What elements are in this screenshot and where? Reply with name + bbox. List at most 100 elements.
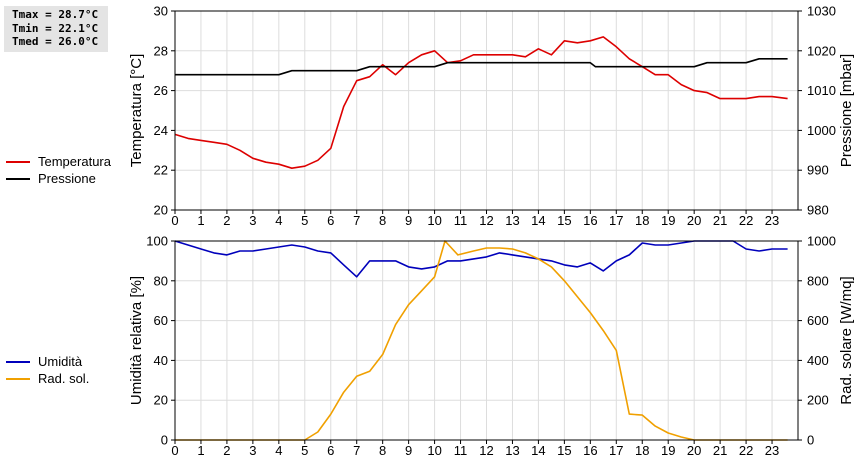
x-tick-label: 14: [531, 213, 545, 228]
y-tick-label: 100: [146, 234, 168, 249]
y-tick-label: 0: [161, 433, 168, 448]
x-tick-label: 17: [609, 213, 623, 228]
y-tick-label: 60: [154, 313, 168, 328]
x-tick-label: 9: [405, 443, 412, 458]
stat-tmin: Tmin = 22.1°C: [12, 21, 99, 35]
x-tick-label: 1: [197, 213, 204, 228]
legend-label-rad-sol: Rad. sol.: [38, 371, 90, 386]
y2-tick-label: 1000: [807, 123, 836, 138]
y2-tick-label: 200: [807, 393, 829, 408]
y-tick-label: 30: [154, 4, 168, 19]
series-line-rad-sol-: [175, 240, 788, 441]
y-axis-label: Temperatura [°C]: [128, 54, 145, 168]
x-tick-label: 9: [405, 213, 412, 228]
y2-tick-label: 1010: [807, 83, 836, 98]
x-tick-label: 15: [557, 443, 571, 458]
x-tick-label: 6: [327, 213, 334, 228]
x-tick-label: 1: [197, 443, 204, 458]
x-tick-label: 22: [739, 443, 753, 458]
series-line-pressione: [175, 57, 788, 76]
y-tick-label: 24: [154, 123, 168, 138]
legend-label-pressione: Pressione: [38, 171, 96, 186]
y2-tick-label: 800: [807, 273, 829, 288]
x-tick-label: 3: [249, 443, 256, 458]
x-tick-label: 8: [379, 443, 386, 458]
series-line-temperatura: [174, 36, 788, 169]
legend-item-rad-sol: Rad. sol.: [6, 370, 89, 387]
x-tick-label: 7: [353, 213, 360, 228]
x-tick-label: 12: [479, 443, 493, 458]
x-tick-label: 12: [479, 213, 493, 228]
y-axis-label: Umidità relativa [%]: [128, 276, 145, 405]
x-tick-label: 6: [327, 443, 334, 458]
x-tick-label: 4: [275, 443, 282, 458]
x-tick-label: 4: [275, 213, 282, 228]
legend-top: Temperatura Pressione: [6, 153, 111, 187]
y2-tick-label: 1020: [807, 43, 836, 58]
y2-axis-label: Pressione [mbar]: [838, 54, 855, 167]
stat-tmed: Tmed = 26.0°C: [12, 35, 99, 48]
y2-tick-label: 400: [807, 353, 829, 368]
x-tick-label: 21: [713, 443, 727, 458]
x-tick-label: 13: [505, 443, 519, 458]
stats-box: Tmax = 28.7°C Tmin = 22.1°C Tmed = 26.0°…: [4, 6, 108, 52]
x-tick-label: 2: [223, 443, 230, 458]
x-tick-label: 2: [223, 213, 230, 228]
y2-tick-label: 990: [807, 163, 829, 178]
x-tick-label: 13: [505, 213, 519, 228]
series-line-umidit-: [174, 240, 788, 278]
x-tick-label: 3: [249, 213, 256, 228]
x-tick-label: 19: [661, 213, 675, 228]
legend-bottom-real-list: Umidità Rad. sol.: [6, 353, 89, 387]
x-tick-label: 22: [739, 213, 753, 228]
y2-axis-label: Rad. solare [W/mq]: [838, 276, 855, 404]
x-tick-label: 16: [583, 443, 597, 458]
legend-item-temperatura: Temperatura: [6, 153, 111, 170]
x-tick-label: 18: [635, 213, 649, 228]
x-tick-label: 23: [765, 213, 779, 228]
x-tick-label: 11: [454, 213, 468, 228]
y-tick-label: 40: [154, 353, 168, 368]
x-tick-label: 0: [171, 213, 178, 228]
x-tick-label: 7: [353, 443, 360, 458]
y-tick-label: 22: [154, 163, 168, 178]
x-tick-label: 17: [609, 443, 623, 458]
y-tick-label: 28: [154, 43, 168, 58]
x-tick-label: 19: [661, 443, 675, 458]
y-tick-label: 20: [154, 393, 168, 408]
x-tick-label: 18: [635, 443, 649, 458]
x-tick-label: 10: [427, 213, 441, 228]
x-tick-label: 16: [583, 213, 597, 228]
legend-label-umidita: Umidità: [38, 354, 83, 369]
stat-tmax: Tmax = 28.7°C: [12, 8, 99, 21]
legend-label-temperatura: Temperatura: [38, 154, 111, 169]
x-tick-label: 23: [765, 443, 779, 458]
y-tick-label: 26: [154, 83, 168, 98]
y2-tick-label: 1000: [807, 234, 836, 249]
legend-swatch-pressione: [6, 177, 30, 180]
legend-swatch-rad-sol: [6, 377, 30, 380]
chart-panel-1: 0 1 2 3 4 5 6 7 8 9 10 11 12 13 14 15 16 17 18 19 20 21 22 2320…: [128, 4, 855, 229]
y2-tick-label: 1030: [807, 4, 836, 19]
x-tick-label: 5: [301, 443, 308, 458]
x-tick-label: 5: [301, 213, 308, 228]
y-tick-label: 80: [154, 273, 168, 288]
y-tick-label: 20: [154, 203, 168, 218]
x-tick-label: 10: [427, 443, 441, 458]
x-tick-label: 21: [713, 213, 727, 228]
x-tick-label: 20: [687, 443, 701, 458]
legend-item-pressione: Pressione: [6, 170, 111, 187]
chart-panel-2: 0 1 2 3 4 5 6 7 8 9 10 11 12 13 14 15 16 17 18 19 20 21 22 2302…: [128, 234, 855, 459]
x-tick-label: 11: [454, 443, 468, 458]
legend-swatch-temperatura: [6, 160, 30, 163]
x-tick-label: 8: [379, 213, 386, 228]
legend-swatch-umidita: [6, 360, 30, 363]
x-tick-label: 15: [557, 213, 571, 228]
x-tick-label: 14: [531, 443, 545, 458]
y2-tick-label: 0: [807, 433, 814, 448]
y2-tick-label: 980: [807, 203, 829, 218]
x-tick-label: 0: [171, 443, 178, 458]
legend-item-umidita: Umidità: [6, 353, 89, 370]
x-tick-label: 20: [687, 213, 701, 228]
